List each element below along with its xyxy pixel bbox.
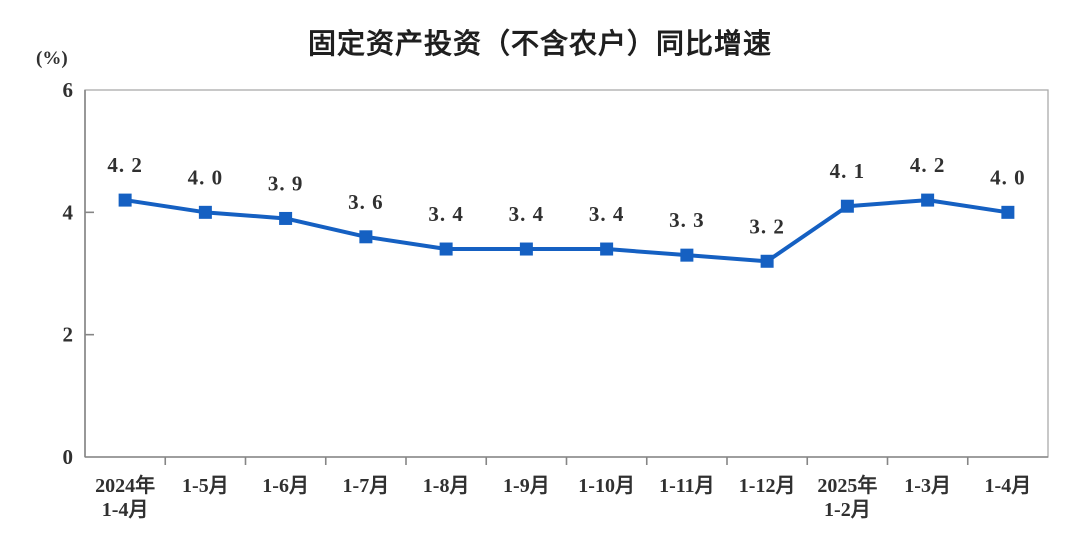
x-category-label: 2025年 bbox=[817, 473, 877, 497]
x-category-label: 1-4月 bbox=[102, 499, 149, 521]
x-category-label: 1-3月 bbox=[904, 475, 951, 497]
data-label: 3. 4 bbox=[589, 202, 625, 226]
chart-title: 固定资产投资（不含农户）同比增速 bbox=[307, 28, 772, 59]
data-label: 3. 2 bbox=[749, 214, 785, 238]
data-point-marker bbox=[921, 193, 935, 207]
data-point-marker bbox=[840, 199, 854, 213]
y-axis-unit-label: (%) bbox=[36, 48, 68, 69]
x-category-label: 1-12月 bbox=[739, 475, 796, 497]
y-tick-label: 4 bbox=[63, 200, 74, 224]
x-category-label: 2024年 bbox=[95, 473, 155, 497]
data-point-marker bbox=[600, 242, 614, 256]
y-tick-label: 0 bbox=[63, 445, 74, 469]
y-tick-label: 2 bbox=[63, 323, 74, 347]
data-point-marker bbox=[519, 242, 533, 256]
plot-border bbox=[84, 89, 1049, 458]
x-category-label: 1-2月 bbox=[824, 499, 871, 521]
x-category-label: 1-7月 bbox=[343, 475, 390, 497]
x-category-label: 1-4月 bbox=[985, 475, 1032, 497]
data-label: 4. 1 bbox=[830, 159, 866, 183]
data-point-marker bbox=[760, 254, 774, 268]
data-point-marker bbox=[279, 211, 293, 225]
data-label: 4. 2 bbox=[107, 153, 143, 177]
x-category-label: 1-11月 bbox=[659, 475, 715, 497]
data-point-marker bbox=[118, 193, 132, 207]
data-point-marker bbox=[439, 242, 453, 256]
data-label: 3. 3 bbox=[669, 208, 705, 232]
data-label: 4. 0 bbox=[990, 165, 1026, 189]
data-label: 4. 2 bbox=[910, 153, 946, 177]
data-label: 3. 4 bbox=[428, 202, 464, 226]
data-label: 3. 6 bbox=[348, 190, 384, 214]
x-category-label: 1-6月 bbox=[262, 475, 309, 497]
data-label: 3. 9 bbox=[268, 171, 304, 195]
data-label: 4. 0 bbox=[188, 165, 224, 189]
data-label: 3. 4 bbox=[509, 202, 545, 226]
data-point-marker bbox=[198, 205, 212, 219]
data-point-marker bbox=[359, 230, 373, 244]
data-point-marker bbox=[680, 248, 694, 262]
x-category-label: 1-9月 bbox=[503, 475, 550, 497]
x-category-label: 1-10月 bbox=[578, 475, 635, 497]
series-line bbox=[123, 198, 1010, 264]
y-tick-label: 6 bbox=[63, 78, 74, 102]
data-point-marker bbox=[1001, 205, 1015, 219]
x-category-label: 1-8月 bbox=[423, 475, 470, 497]
x-category-label: 1-5月 bbox=[182, 475, 229, 497]
